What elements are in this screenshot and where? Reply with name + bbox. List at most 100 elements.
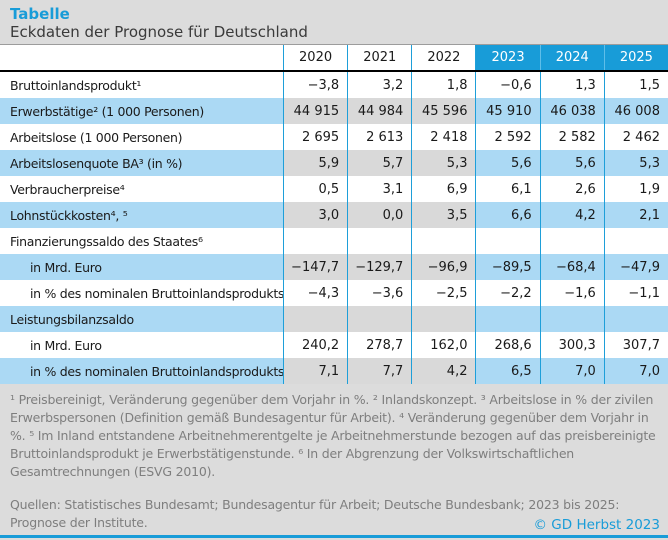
row-label: Leistungsbilanzsaldo <box>0 306 283 332</box>
value-cell: 278,7 <box>347 332 412 358</box>
value-cell: −3,8 <box>283 72 348 98</box>
value-cell <box>475 306 540 332</box>
value-cell <box>283 228 348 254</box>
value-cell: −68,4 <box>539 254 604 280</box>
value-cell: 4,2 <box>539 202 604 228</box>
row-label: Arbeitslose (1 000 Personen) <box>0 124 283 150</box>
table-row-current-account-eur: in Mrd. Euro 240,2 278,7 162,0 268,6 300… <box>0 332 668 358</box>
year-header-2021: 2021 <box>347 45 412 70</box>
table-row-gdp: Bruttoinlandsprodukt¹ −3,8 3,2 1,8 −0,6 … <box>0 72 668 98</box>
table-row-government-balance-eur: in Mrd. Euro −147,7 −129,7 −96,9 −89,5 −… <box>0 254 668 280</box>
value-cell: 46 038 <box>539 98 604 124</box>
value-cell: 2 592 <box>475 124 540 150</box>
table-row-unemployment-rate: Arbeitslosenquote BA³ (in %) 5,9 5,7 5,3… <box>0 150 668 176</box>
value-cell: −89,5 <box>475 254 540 280</box>
value-cell: 2 613 <box>347 124 412 150</box>
row-label: Verbraucherpreise⁴ <box>0 176 283 202</box>
corner-cell <box>0 45 283 70</box>
value-cell: 6,6 <box>475 202 540 228</box>
value-cell: −2,5 <box>411 280 476 306</box>
value-cell: 3,1 <box>347 176 412 202</box>
value-cell <box>283 306 348 332</box>
value-cell: 3,0 <box>283 202 348 228</box>
value-cell: 7,1 <box>283 358 348 384</box>
row-label: in % des nominalen Bruttoinlandsprodukts <box>0 280 283 306</box>
value-cell: 162,0 <box>411 332 476 358</box>
value-cell: 2,1 <box>603 202 668 228</box>
row-label: Erwerbstätige² (1 000 Personen) <box>0 98 283 124</box>
title-rule <box>0 44 668 45</box>
value-cell <box>603 306 668 332</box>
value-cell: 7,0 <box>539 358 604 384</box>
value-cell: −2,2 <box>475 280 540 306</box>
table-title: Eckdaten der Prognose für Deutschland <box>10 23 308 41</box>
value-cell: 307,7 <box>603 332 668 358</box>
table-header-row: 2020 2021 2022 2023 2024 2025 <box>0 45 668 72</box>
year-header-2024: 2024 <box>539 45 604 70</box>
year-header-2020: 2020 <box>283 45 348 70</box>
value-cell: 5,3 <box>411 150 476 176</box>
value-cell: 4,2 <box>411 358 476 384</box>
value-cell: 300,3 <box>539 332 604 358</box>
value-cell: 46 008 <box>603 98 668 124</box>
value-cell: 0,5 <box>283 176 348 202</box>
value-cell: 7,7 <box>347 358 412 384</box>
value-cell: 44 915 <box>283 98 348 124</box>
value-cell: 45 596 <box>411 98 476 124</box>
value-cell: −0,6 <box>475 72 540 98</box>
value-cell: 45 910 <box>475 98 540 124</box>
value-cell: 1,5 <box>603 72 668 98</box>
value-cell: 5,3 <box>603 150 668 176</box>
value-cell <box>411 228 476 254</box>
value-cell <box>603 228 668 254</box>
value-cell: −96,9 <box>411 254 476 280</box>
value-cell: 2 462 <box>603 124 668 150</box>
footnotes: ¹ Preisbereinigt, Veränderung gegenüber … <box>10 392 656 479</box>
value-cell: 6,1 <box>475 176 540 202</box>
value-cell: 5,6 <box>539 150 604 176</box>
value-cell <box>539 228 604 254</box>
value-cell: 5,6 <box>475 150 540 176</box>
value-cell: 240,2 <box>283 332 348 358</box>
table-row-consumer-prices: Verbraucherpreise⁴ 0,5 3,1 6,9 6,1 2,6 1… <box>0 176 668 202</box>
table-row-current-account-pct: in % des nominalen Bruttoinlandsprodukts… <box>0 358 668 384</box>
value-cell: 5,7 <box>347 150 412 176</box>
value-cell <box>411 306 476 332</box>
value-cell: 1,8 <box>411 72 476 98</box>
value-cell <box>347 228 412 254</box>
table-row-unemployed: Arbeitslose (1 000 Personen) 2 695 2 613… <box>0 124 668 150</box>
row-label: Finanzierungssaldo des Staates⁶ <box>0 228 283 254</box>
value-cell: −3,6 <box>347 280 412 306</box>
table-row-government-balance: Finanzierungssaldo des Staates⁶ <box>0 228 668 254</box>
forecast-table: 2020 2021 2022 2023 2024 2025 Bruttoinla… <box>0 45 668 384</box>
value-cell: −1,6 <box>539 280 604 306</box>
row-label: Arbeitslosenquote BA³ (in %) <box>0 150 283 176</box>
value-cell: 2 582 <box>539 124 604 150</box>
value-cell: 7,0 <box>603 358 668 384</box>
value-cell: −4,3 <box>283 280 348 306</box>
table-row-current-account: Leistungsbilanzsaldo <box>0 306 668 332</box>
value-cell: 3,2 <box>347 72 412 98</box>
value-cell <box>347 306 412 332</box>
value-cell: 44 984 <box>347 98 412 124</box>
year-header-2022: 2022 <box>411 45 476 70</box>
value-cell: 2,6 <box>539 176 604 202</box>
sources: Quellen: Statistisches Bundesamt; Bundes… <box>10 497 620 530</box>
row-label: in Mrd. Euro <box>0 332 283 358</box>
bottom-rule <box>0 535 668 538</box>
value-cell: 1,9 <box>603 176 668 202</box>
row-label: in Mrd. Euro <box>0 254 283 280</box>
table-row-employment: Erwerbstätige² (1 000 Personen) 44 915 4… <box>0 98 668 124</box>
table-row-unit-labour-costs: Lohnstückkosten⁴, ⁵ 3,0 0,0 3,5 6,6 4,2 … <box>0 202 668 228</box>
value-cell: −47,9 <box>603 254 668 280</box>
year-header-2023: 2023 <box>475 45 540 70</box>
value-cell <box>539 306 604 332</box>
copyright: © GD Herbst 2023 <box>533 517 661 533</box>
value-cell: 268,6 <box>475 332 540 358</box>
value-cell: 2 695 <box>283 124 348 150</box>
table-row-government-balance-pct: in % des nominalen Bruttoinlandsprodukts… <box>0 280 668 306</box>
title-block: Tabelle Eckdaten der Prognose für Deutsc… <box>0 0 668 44</box>
value-cell: 5,9 <box>283 150 348 176</box>
value-cell <box>475 228 540 254</box>
